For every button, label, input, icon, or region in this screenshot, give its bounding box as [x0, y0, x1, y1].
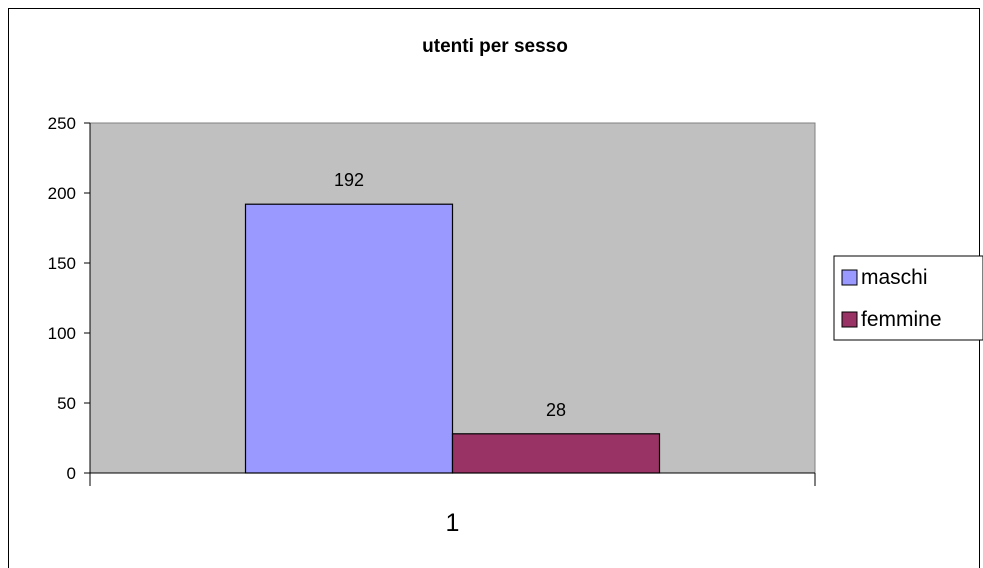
- legend-box: [833, 255, 983, 341]
- legend-label-femmine: femmine: [861, 308, 942, 331]
- x-axis: 1: [89, 472, 816, 537]
- data-label-maschi: 192: [334, 170, 364, 190]
- legend-swatch-femmine: [841, 311, 858, 328]
- x-category-label: 1: [446, 509, 460, 537]
- y-tick-label: 100: [48, 324, 76, 343]
- legend-swatch-maschi: [841, 269, 858, 286]
- data-label-femmine: 28: [546, 400, 566, 420]
- chart-title: utenti per sesso: [422, 36, 568, 57]
- legend: maschi femmine: [833, 255, 983, 341]
- y-tick-label: 50: [57, 394, 76, 413]
- y-tick-label: 0: [67, 464, 76, 483]
- legend-label-maschi: maschi: [861, 266, 928, 289]
- y-tick-label: 150: [48, 254, 76, 273]
- bar-femmine: [451, 433, 661, 474]
- bar-maschi: [244, 203, 454, 474]
- y-tick-label: 250: [48, 114, 76, 133]
- data-labels: 192 28: [334, 170, 566, 420]
- bars: [244, 203, 661, 474]
- y-axis: 0 50 100 150 200 250: [48, 114, 91, 483]
- y-tick-label: 200: [48, 184, 76, 203]
